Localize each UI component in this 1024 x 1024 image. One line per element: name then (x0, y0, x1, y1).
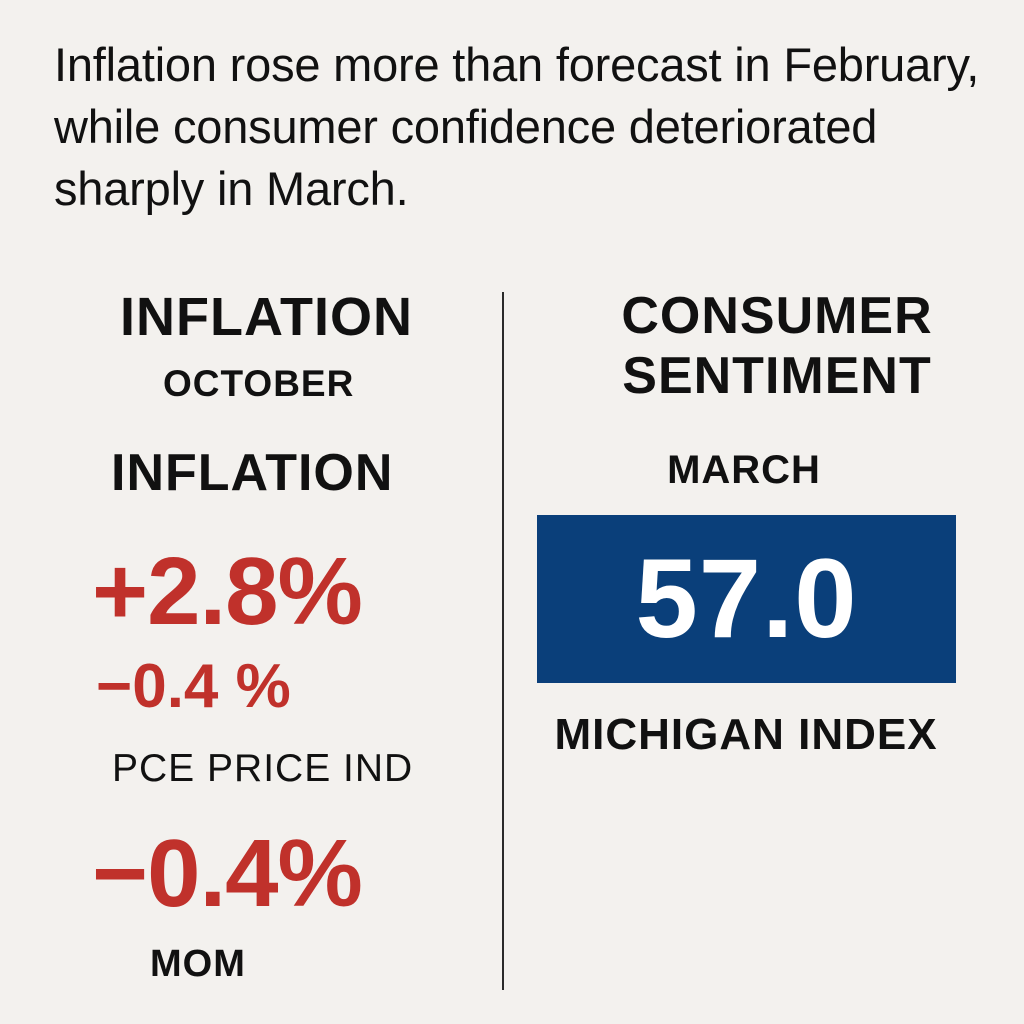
inflation-secondary-value: −0.4 % (96, 652, 291, 721)
michigan-index-caption: MICHIGAN INDEX (554, 710, 938, 759)
inflation-main-value: +2.8% (92, 538, 363, 645)
mom-label: MOM (150, 943, 246, 985)
sentiment-month: MARCH (667, 448, 821, 492)
index-value-box: 57.0 (537, 515, 956, 683)
inflation-period: OCTOBER (163, 363, 355, 404)
pce-mom-value: −0.4% (92, 820, 363, 927)
inflation-panel: INFLATION OCTOBER INFLATION +2.8% −0.4 %… (0, 0, 500, 1024)
michigan-index-value: 57.0 (635, 536, 858, 661)
pce-price-index-label: PCE PRICE IND (112, 747, 414, 790)
inflation-heading: INFLATION (120, 287, 413, 347)
headline: Inflation rose more than forecast in Feb… (54, 38, 980, 215)
consumer-sentiment-heading: CONSUMER SENTIMENT (621, 287, 933, 405)
consumer-sentiment-panel: CONSUMER SENTIMENT MARCH 57.0 MICHIGAN I… (506, 0, 1024, 1024)
column-divider (502, 292, 504, 990)
inflation-heading-secondary: INFLATION (111, 444, 394, 502)
